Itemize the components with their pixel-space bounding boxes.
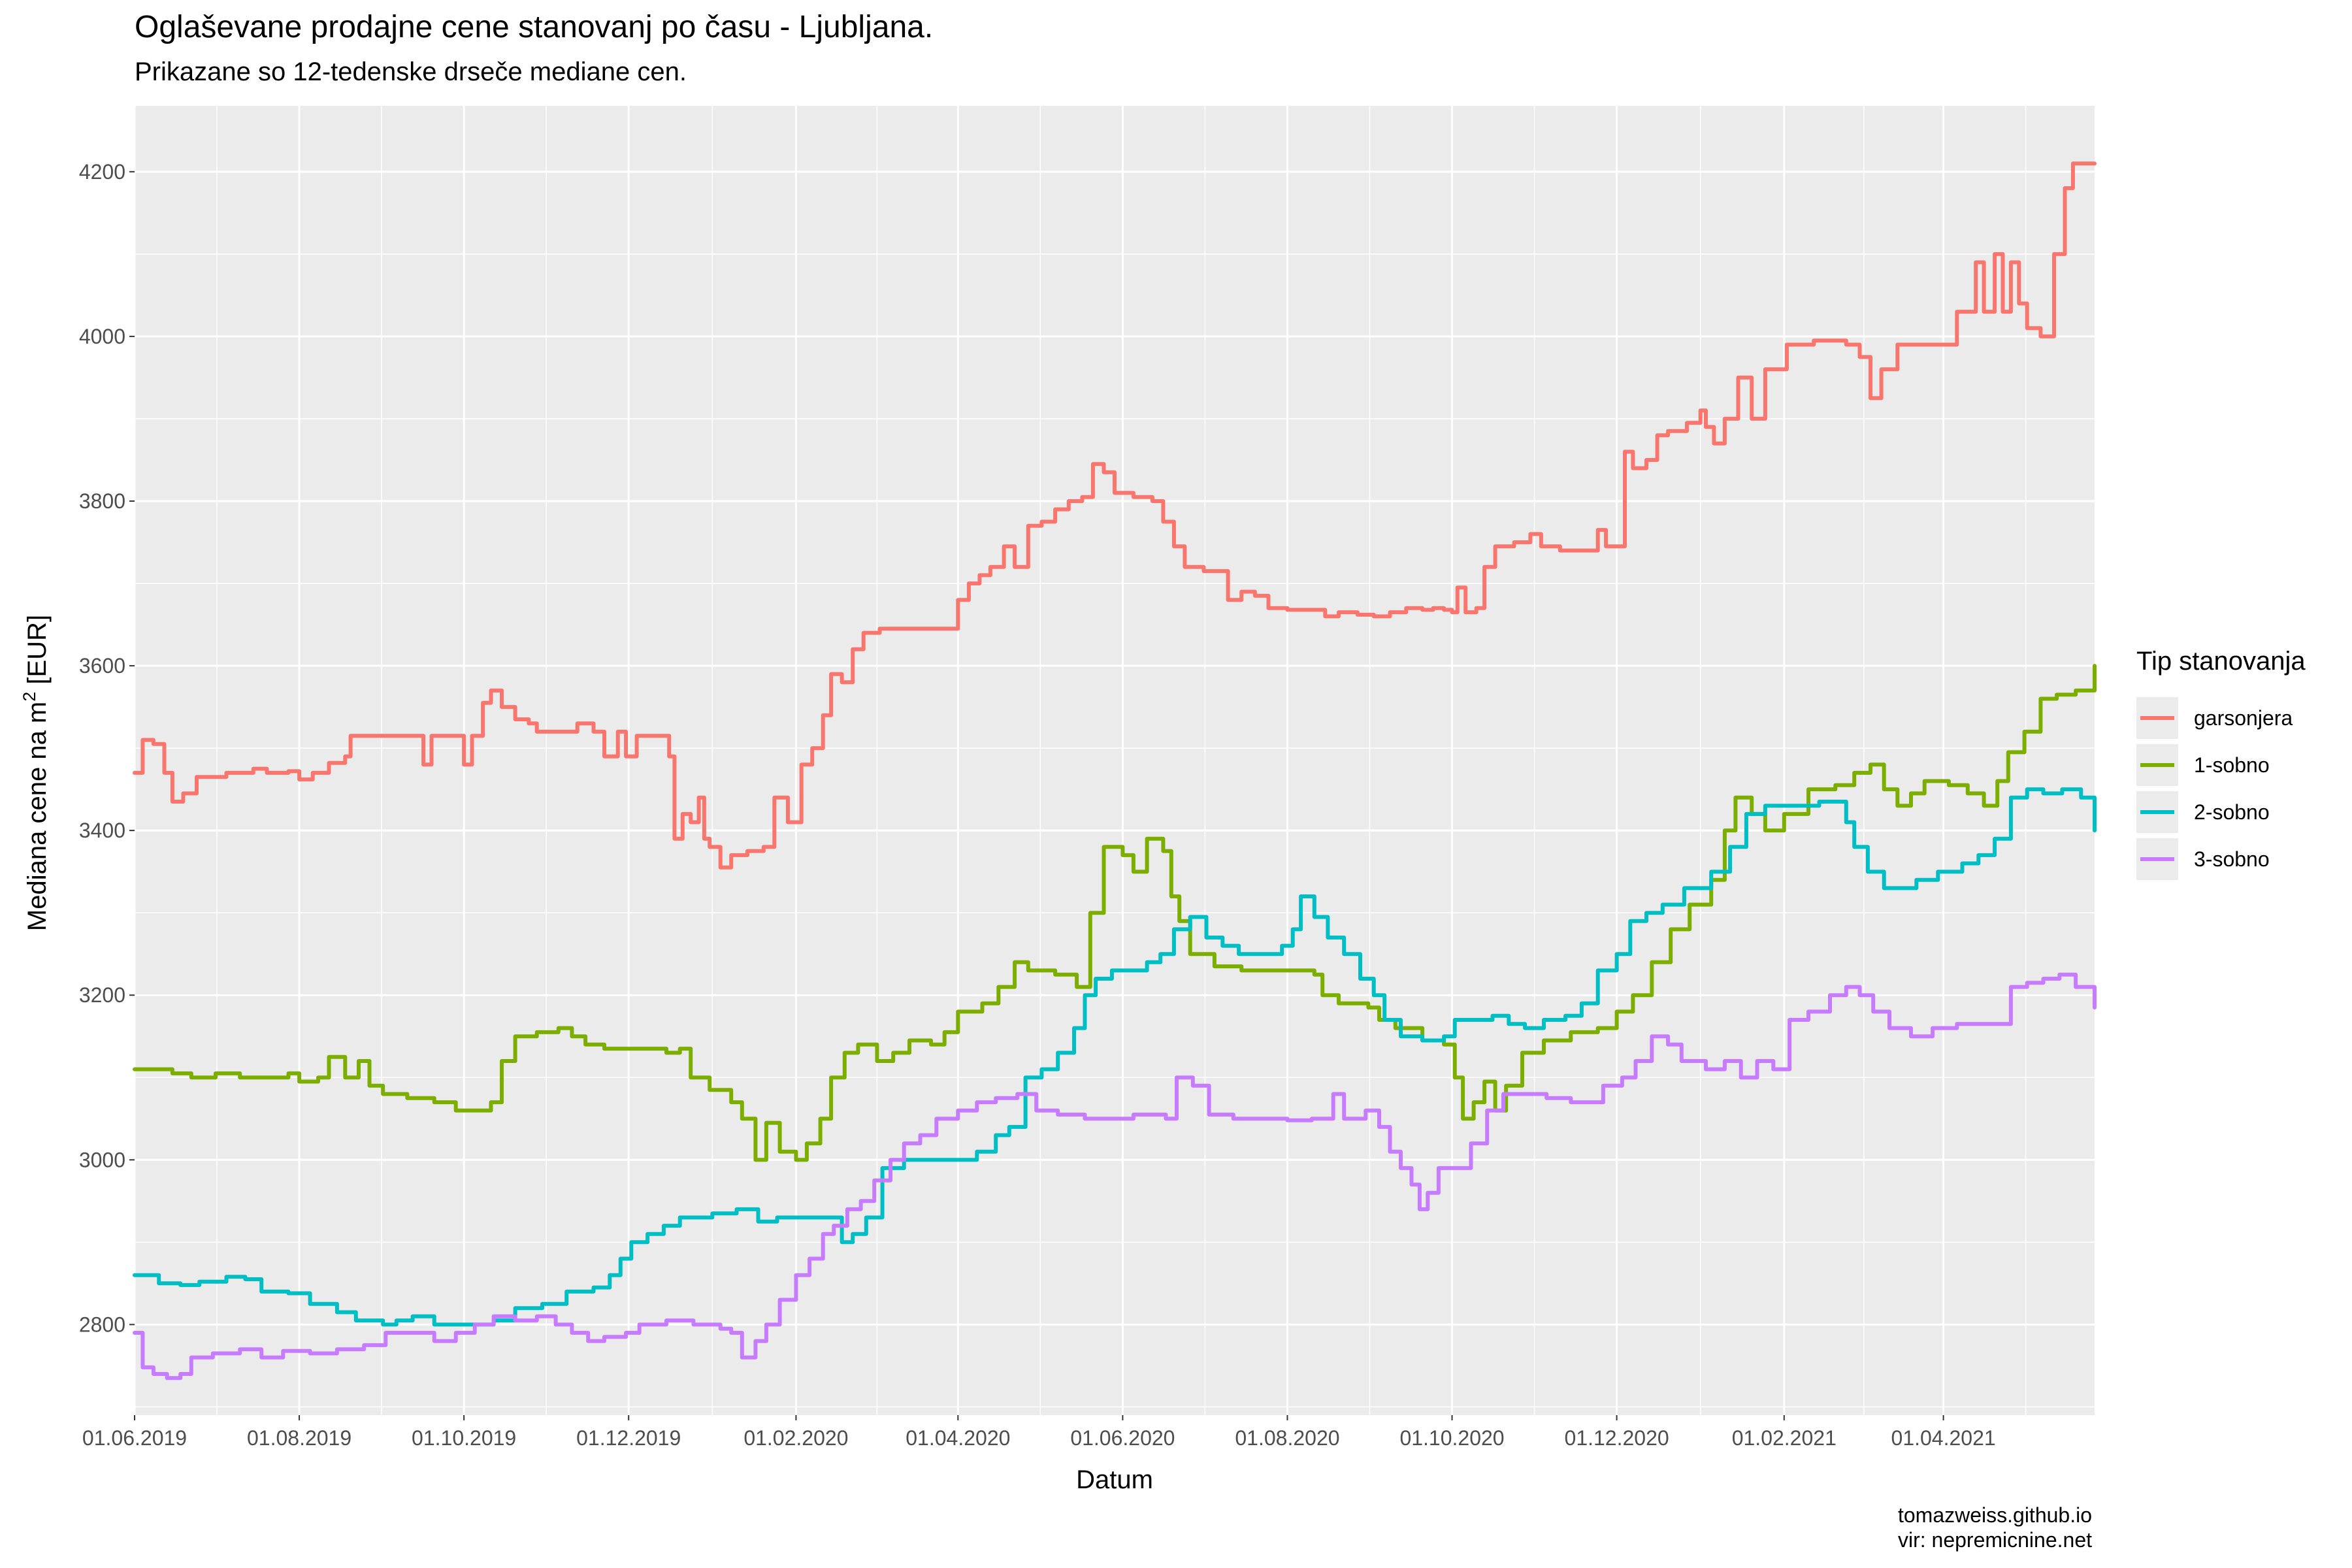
minor-gridlines xyxy=(135,106,2095,1415)
legend-item-1-sobno: 1-sobno xyxy=(2136,742,2306,789)
caption-line: vir: nepremicnine.net xyxy=(1897,1528,2092,1552)
x-axis-label: Datum xyxy=(1076,1465,1153,1494)
y-tick-label: 3800 xyxy=(79,489,125,513)
x-tick-label: 01.04.2021 xyxy=(1891,1426,1996,1450)
y-axis-label: Mediana cene na m2 [EUR] xyxy=(20,615,52,931)
y-axis-label-unit: [EUR] xyxy=(23,615,52,692)
legend-label: 1-sobno xyxy=(2194,753,2270,777)
legend-item-3-sobno: 3-sobno xyxy=(2136,836,2306,883)
y-axis: 2800 3000 3200 3400 3600 3800 4000 4200 xyxy=(79,160,135,1336)
legend-key xyxy=(2136,744,2178,786)
series-line-3-sobno xyxy=(133,972,2097,1380)
legend-swatch xyxy=(2140,763,2174,767)
x-tick-label: 01.06.2019 xyxy=(82,1426,187,1450)
x-axis: 01.06.2019 01.08.2019 01.10.2019 01.12.2019… xyxy=(82,1415,1996,1450)
chart-subtitle: Prikazane so 12-tedenske drseče mediane … xyxy=(135,57,687,86)
x-tick-label: 01.08.2019 xyxy=(247,1426,351,1450)
y-tick-label: 4200 xyxy=(79,160,125,184)
y-tick-label: 3400 xyxy=(79,819,125,842)
legend-label: 2-sobno xyxy=(2194,800,2270,824)
x-tick-label: 01.10.2020 xyxy=(1399,1426,1504,1450)
plot-panel xyxy=(135,106,2095,1415)
x-tick-label: 01.02.2021 xyxy=(1732,1426,1837,1450)
legend-label: 3-sobno xyxy=(2194,847,2270,871)
legend-swatch xyxy=(2140,716,2174,720)
x-tick-label: 01.12.2020 xyxy=(1565,1426,1669,1450)
legend-item-garsonjera: garsonjera xyxy=(2136,694,2306,742)
y-tick-label: 2800 xyxy=(79,1313,125,1336)
legend-swatch xyxy=(2140,810,2174,814)
legend-item-2-sobno: 2-sobno xyxy=(2136,789,2306,836)
y-tick-label: 3600 xyxy=(79,654,125,678)
y-axis-label-superscript: 2 xyxy=(20,692,39,702)
legend-key xyxy=(2136,838,2178,880)
legend-key xyxy=(2136,791,2178,833)
series-line-garsonjera xyxy=(133,161,2097,870)
y-tick-label: 3200 xyxy=(79,983,125,1007)
x-tick-label: 01.10.2019 xyxy=(412,1426,516,1450)
y-axis-label-main: Mediana cene na m xyxy=(23,702,52,931)
caption-line: tomazweiss.github.io xyxy=(1897,1503,2092,1527)
x-tick-label: 01.04.2020 xyxy=(906,1426,1010,1450)
x-tick-label: 01.08.2020 xyxy=(1235,1426,1339,1450)
series-lines xyxy=(133,161,2097,1380)
legend-title: Tip stanovanja xyxy=(2136,647,2306,676)
series-line-2-sobno xyxy=(133,787,2097,1327)
legend-swatch xyxy=(2140,857,2174,861)
x-tick-label: 01.02.2020 xyxy=(743,1426,848,1450)
chart-title: Oglaševane prodajne cene stanovanj po ča… xyxy=(135,10,934,44)
legend-key xyxy=(2136,697,2178,739)
y-tick-label: 3000 xyxy=(79,1148,125,1171)
legend: Tip stanovanja garsonjera 1-sobno 2-sobn… xyxy=(2136,647,2306,883)
caption: tomazweiss.github.io vir: nepremicnine.n… xyxy=(1898,1503,2092,1552)
series-line-1-sobno xyxy=(133,664,2097,1162)
legend-label: garsonjera xyxy=(2194,706,2293,730)
y-tick-label: 4000 xyxy=(79,325,125,348)
x-tick-label: 01.12.2019 xyxy=(576,1426,681,1450)
x-tick-label: 01.06.2020 xyxy=(1070,1426,1175,1450)
